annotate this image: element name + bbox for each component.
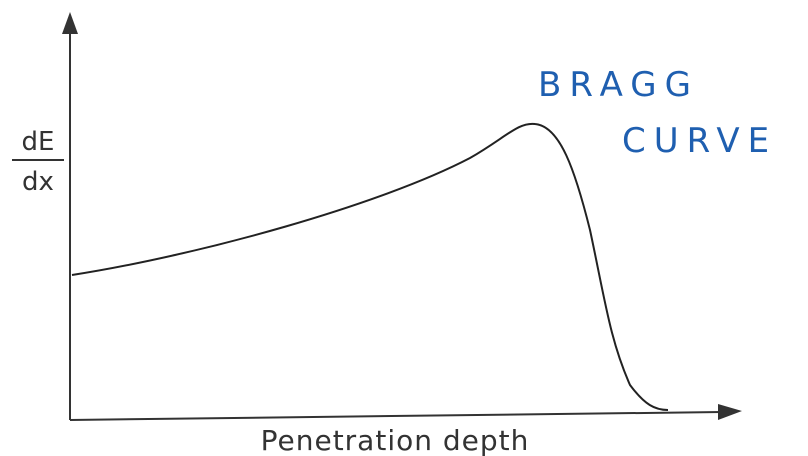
x-axis: [69, 411, 723, 421]
annotation-line: BRAGG: [538, 65, 699, 105]
y-label-denominator: dx: [22, 167, 54, 197]
y-axis-arrow: [62, 12, 78, 34]
bragg-curve: [71, 122, 669, 411]
annotation-line: CURVE: [622, 121, 777, 161]
x-label: Penetration depth: [261, 424, 530, 456]
y-label-numerator: dE: [22, 127, 55, 157]
x-axis-arrow: [718, 404, 742, 420]
